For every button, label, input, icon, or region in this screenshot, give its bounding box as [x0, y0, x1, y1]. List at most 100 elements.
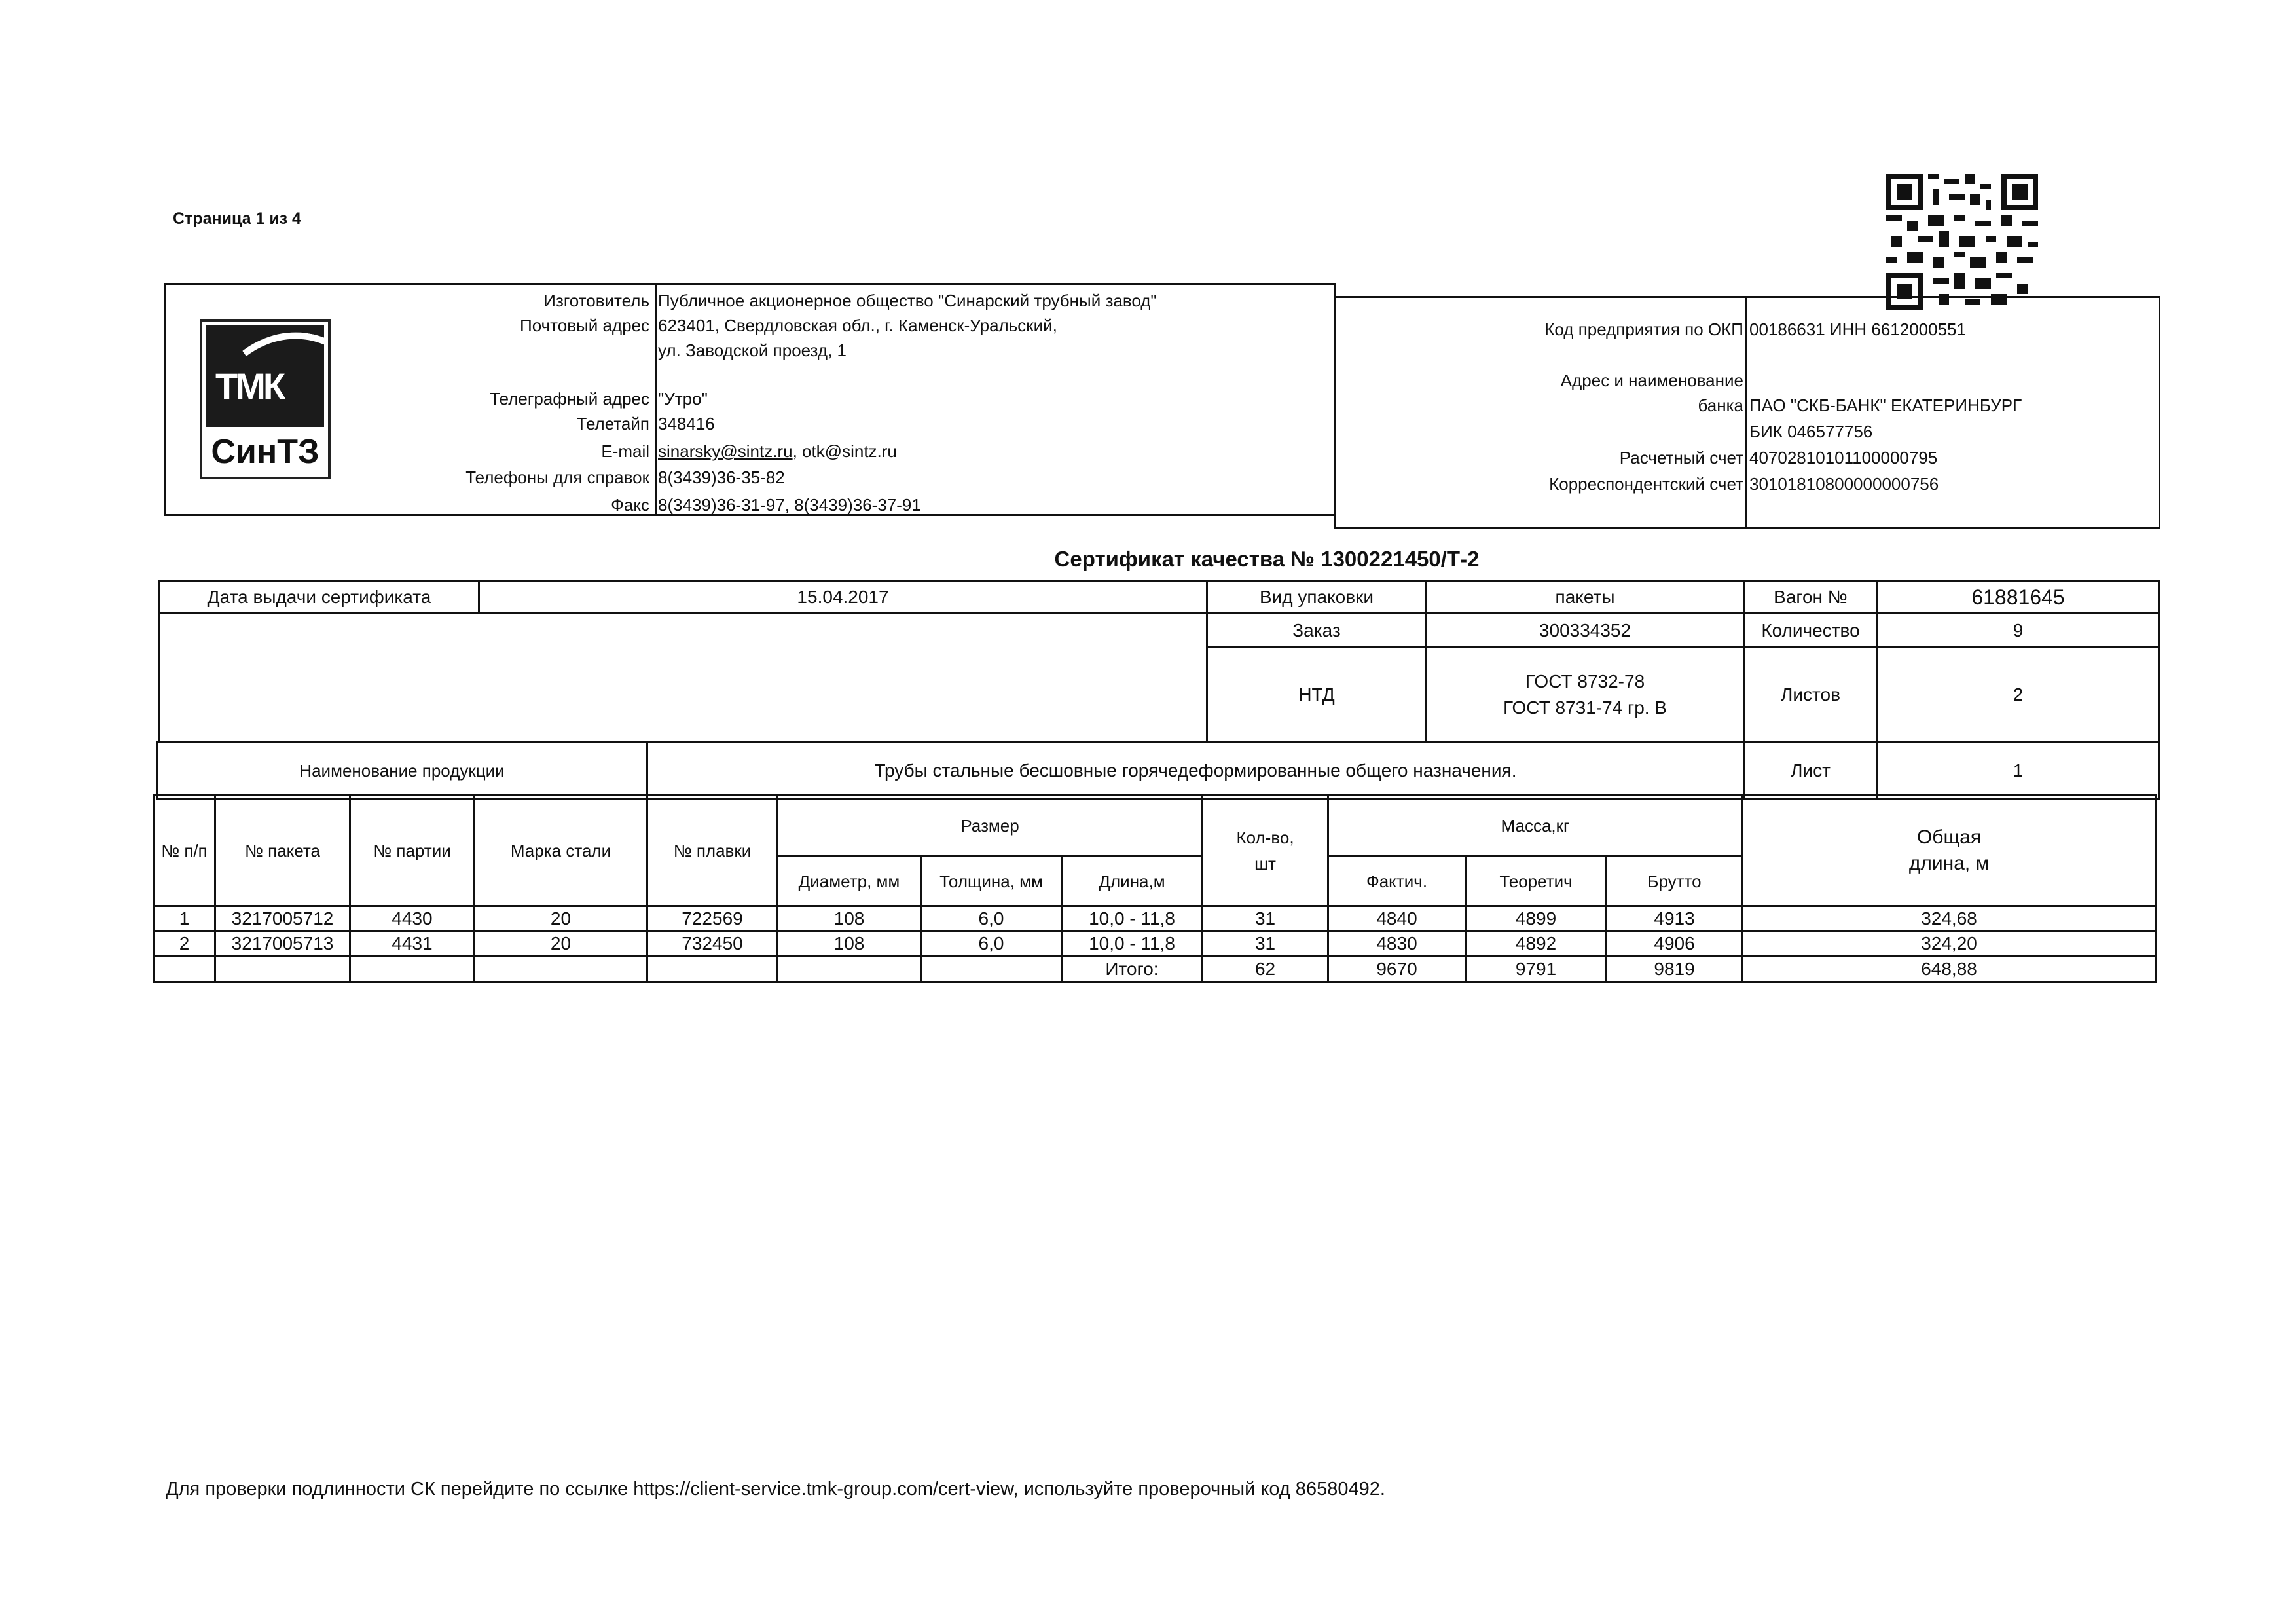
product-name: Трубы стальные бесшовные горячедеформиро… [646, 741, 1745, 800]
cell-gross: 4913 [1605, 905, 1744, 932]
cell-theoretical: 4892 [1465, 930, 1608, 957]
email-link[interactable]: sinarsky@sintz.ru [658, 441, 793, 461]
page-indicator: Страница 1 из 4 [173, 210, 301, 228]
cell-package: 3217005712 [214, 905, 351, 932]
header-heat: № плавки [646, 794, 778, 907]
cell-heat: 722569 [646, 905, 778, 932]
cell-gross: 4906 [1605, 930, 1744, 957]
cell-steel: 20 [473, 930, 648, 957]
total-label: Итого: [1060, 955, 1204, 983]
total-theoretical: 9791 [1465, 955, 1608, 983]
cell-package: 3217005713 [214, 930, 351, 957]
packaging-label: Вид упаковки [1206, 580, 1427, 614]
company-field-value: 8(3439)36-31-97, 8(3439)36-37-91 [658, 495, 921, 515]
certificate-header-table: Дата выдачи сертификата 15.04.2017 Вид у… [158, 580, 2160, 743]
company-logo: ТМК СинТЗ [200, 319, 331, 479]
product-row-table: Наименование продукции Трубы стальные бе… [156, 741, 2160, 800]
bank-field-value: 00186631 ИНН 6612000551 [1749, 320, 1966, 339]
total-row: Итого: 62 9670 9791 9819 648,88 [153, 955, 2157, 983]
total-actual: 9670 [1327, 955, 1467, 983]
header-size: Размер [776, 794, 1204, 857]
bank-field-value: 40702810101100000795 [1749, 448, 1938, 468]
order-label: Заказ [1206, 612, 1427, 648]
total-count: 62 [1201, 955, 1330, 983]
company-field-label: E-mail [601, 441, 649, 461]
empty-cell [158, 612, 1208, 743]
company-field-label: Факс [611, 495, 649, 515]
table-row: 1 3217005712 4430 20 722569 108 6,0 10,0 - 11,8… [153, 905, 2157, 932]
cell-batch: 4430 [349, 905, 475, 932]
company-field-value: ул. Заводской проезд, 1 [658, 341, 847, 360]
quantity-label: Количество [1743, 612, 1878, 648]
company-field-label: Почтовый адрес [520, 316, 649, 335]
cell-num: 2 [153, 930, 216, 957]
product-label: Наименование продукции [156, 741, 648, 800]
company-field-label: Телетайп [576, 414, 649, 434]
sheets-label: Листов [1743, 646, 1878, 743]
cell-actual: 4840 [1327, 905, 1467, 932]
header-theoretical: Теоретич [1465, 855, 1608, 907]
header-count: Кол-во, шт [1201, 794, 1330, 907]
bank-field-label: Расчетный счет [1619, 448, 1743, 468]
company-field-value: 8(3439)36-35-82 [658, 468, 785, 487]
bank-field-value: ПАО "СКБ-БАНК" ЕКАТЕРИНБУРГ [1749, 396, 2022, 415]
ntd: ГОСТ 8732-78 ГОСТ 8731-74 гр. В [1425, 646, 1745, 743]
bank-field-label: Адрес и наименование [1560, 371, 1743, 390]
company-field-label: Телефоны для справок [465, 468, 649, 487]
cell-actual: 4830 [1327, 930, 1467, 957]
cell-total-length: 324,68 [1741, 905, 2157, 932]
order: 300334352 [1425, 612, 1745, 648]
header-batch: № партии [349, 794, 475, 907]
sheet: 1 [1876, 741, 2160, 800]
email-secondary: otk@sintz.ru [802, 441, 897, 461]
wagon-label: Вагон № [1743, 580, 1878, 614]
bank-field-label: банка [1698, 396, 1743, 415]
header-thickness: Толщина, мм [920, 855, 1063, 907]
sheet-label: Лист [1743, 741, 1878, 800]
table-row: 2 3217005713 4431 20 732450 108 6,0 10,0 - 11,8… [153, 930, 2157, 957]
cell-diameter: 108 [776, 930, 922, 957]
wagon: 61881645 [1876, 580, 2160, 614]
cell-length: 10,0 - 11,8 [1060, 905, 1204, 932]
header-num: № п/п [153, 794, 216, 907]
cell-steel: 20 [473, 905, 648, 932]
certificate-title: Сертификат качества № 1300221450/Т-2 [1054, 547, 1480, 571]
header-mass: Масса,кг [1327, 794, 1744, 857]
company-field-value: "Утро" [658, 389, 708, 409]
company-field-value: 348416 [658, 414, 715, 434]
cell-batch: 4431 [349, 930, 475, 957]
header-package: № пакета [214, 794, 351, 907]
cell-num: 1 [153, 905, 216, 932]
cell-heat: 732450 [646, 930, 778, 957]
issue-date-label: Дата выдачи сертификата [158, 580, 480, 614]
verification-note: Для проверки подлинности СК перейдите по… [166, 1479, 1385, 1500]
cell-total-length: 324,20 [1741, 930, 2157, 957]
items-table: № п/п № пакета № партии Марка стали № пл… [153, 794, 2157, 983]
bank-info-box [1334, 296, 2160, 529]
quantity: 9 [1876, 612, 2160, 648]
qr-code [1886, 173, 2038, 310]
bank-field-label: Корреспондентский счет [1549, 474, 1743, 494]
cell-diameter: 108 [776, 905, 922, 932]
cell-thickness: 6,0 [920, 930, 1063, 957]
header-length: Длина,м [1060, 855, 1204, 907]
company-field-value: 623401, Свердловская обл., г. Каменск-Ур… [658, 316, 1057, 335]
header-actual: Фактич. [1327, 855, 1467, 907]
company-field-label: Телеграфный адрес [490, 389, 649, 409]
issue-date: 15.04.2017 [478, 580, 1208, 614]
header-diameter: Диаметр, мм [776, 855, 922, 907]
bank-field-value: 30101810800000000756 [1749, 474, 1939, 494]
cell-thickness: 6,0 [920, 905, 1063, 932]
company-field-label: Изготовитель [543, 291, 649, 310]
company-field-value: sinarsky@sintz.ru, otk@sintz.ru [658, 441, 897, 461]
total-length: 648,88 [1741, 955, 2157, 983]
sheets: 2 [1876, 646, 2160, 743]
header-gross: Брутто [1605, 855, 1744, 907]
total-gross: 9819 [1605, 955, 1744, 983]
packaging: пакеты [1425, 580, 1745, 614]
bank-field-value: БИК 046577756 [1749, 422, 1873, 441]
company-field-value: Публичное акционерное общество "Синарски… [658, 291, 1157, 310]
header-steel: Марка стали [473, 794, 648, 907]
ntd-label: НТД [1206, 646, 1427, 743]
bank-field-label: Код предприятия по ОКП [1544, 320, 1743, 339]
